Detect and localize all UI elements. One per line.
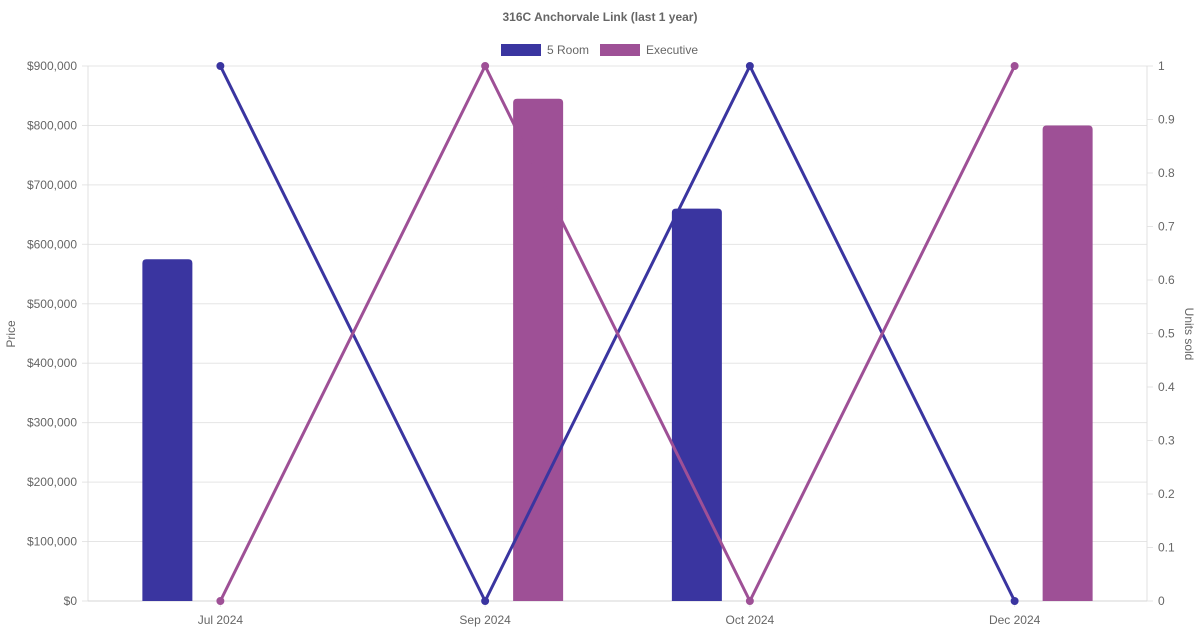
y-left-tick-label: $900,000: [27, 59, 77, 73]
axes: $0 $100,000 $200,000 $300,000 $400,000 $500,0…: [27, 59, 1175, 627]
legend-swatch[interactable]: [501, 44, 541, 56]
grid-lines: [88, 65, 1147, 602]
bars: [142, 98, 1093, 601]
y-left-tick-label: $400,000: [27, 356, 77, 370]
y-left-tick-label: $700,000: [27, 178, 77, 192]
x-tick-label: Sep 2024: [459, 613, 511, 627]
bar-5-room[interactable]: [671, 208, 722, 601]
line-point[interactable]: [1010, 597, 1019, 605]
chart-title: 316C Anchorvale Link (last 1 year): [503, 10, 698, 24]
line-point[interactable]: [745, 597, 754, 605]
x-tick-label: Jul 2024: [198, 613, 244, 627]
y-right-tick-label: 0.9: [1158, 113, 1175, 127]
y-left-tick-label: $200,000: [27, 475, 77, 489]
y-left-tick-label: $600,000: [27, 237, 77, 251]
legend-swatch[interactable]: [600, 44, 640, 56]
line-point[interactable]: [481, 597, 490, 605]
y-right-tick-label: 0.8: [1158, 166, 1175, 180]
y-right-tick-label: 0.6: [1158, 273, 1175, 287]
legend[interactable]: 5 Room Executive: [501, 43, 698, 57]
y-right-tick-label: 0.2: [1158, 487, 1175, 501]
y-left-tick-label: $0: [64, 594, 78, 608]
y-right-tick-label: 1: [1158, 59, 1165, 73]
y-right-tick-label: 0.5: [1158, 327, 1175, 341]
line-point[interactable]: [745, 62, 754, 70]
bar-5-room[interactable]: [142, 259, 193, 601]
line-executive: [219, 64, 1016, 603]
line-point[interactable]: [481, 62, 490, 70]
x-tick-label: Dec 2024: [989, 613, 1041, 627]
y-left-tick-label: $800,000: [27, 118, 77, 132]
y-left-tick-label: $300,000: [27, 416, 77, 430]
y-right-tick-label: 0: [1158, 594, 1165, 608]
legend-label[interactable]: Executive: [646, 43, 698, 57]
bar-executive[interactable]: [1042, 125, 1093, 601]
bar-executive[interactable]: [513, 98, 564, 601]
x-tick-label: Oct 2024: [726, 613, 775, 627]
y-left-tick-label: $500,000: [27, 297, 77, 311]
y-left-tick-label: $100,000: [27, 535, 77, 549]
line-point[interactable]: [1010, 62, 1019, 70]
y-right-tick-label: 0.3: [1158, 434, 1175, 448]
legend-label[interactable]: 5 Room: [547, 43, 589, 57]
y-left-axis-title: Price: [4, 320, 18, 348]
y-right-axis-title: Units sold: [1182, 308, 1196, 361]
y-right-tick-label: 0.1: [1158, 541, 1175, 555]
line-point[interactable]: [216, 62, 225, 70]
lines: [216, 62, 1019, 605]
y-right-tick-label: 0.4: [1158, 380, 1175, 394]
line-point[interactable]: [216, 597, 225, 605]
y-right-tick-label: 0.7: [1158, 220, 1175, 234]
